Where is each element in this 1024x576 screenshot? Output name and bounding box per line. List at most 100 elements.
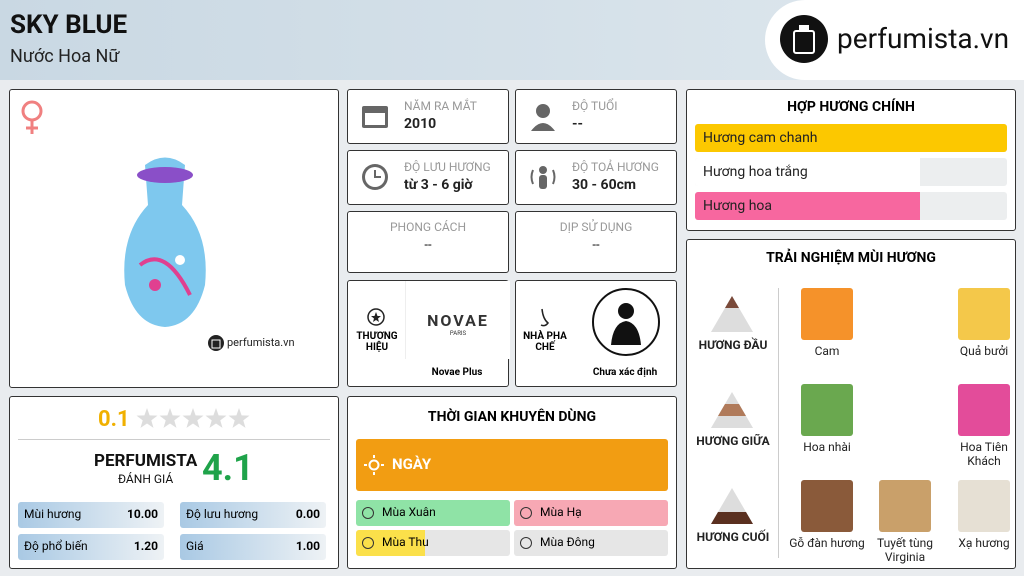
- info-label: ĐỘ LƯU HƯƠNG: [404, 160, 491, 174]
- female-icon: [21, 100, 43, 134]
- stat-box: Độ phổ biến 1.20: [18, 534, 164, 560]
- day-label: NGÀY: [392, 455, 432, 473]
- note-image: [958, 288, 1010, 340]
- star: [228, 408, 250, 428]
- stat-value: 0.00: [295, 507, 320, 521]
- info-box: ĐỘ TUỔI --: [515, 89, 677, 144]
- stat-label: Giá: [186, 539, 204, 553]
- icon: [362, 164, 388, 190]
- note-image: [801, 480, 853, 532]
- logo-icon: [780, 15, 828, 63]
- brand-label: THƯƠNG HIỆU: [356, 331, 398, 353]
- icon: [530, 166, 556, 189]
- info-icon: [528, 101, 560, 137]
- user-score: 0.1: [98, 407, 130, 432]
- season-row[interactable]: Mùa Xuân: [356, 500, 510, 526]
- stat-value: 10.00: [126, 507, 158, 521]
- note-name: Gỗ đàn hương: [789, 536, 865, 550]
- accords-panel: HỢP HƯƠNG CHÍNH Hương cam chanh Hương hoa…: [686, 89, 1016, 231]
- notes-title: TRẢI NGHIỆM MÙI HƯƠNG: [766, 250, 936, 266]
- info-label: NĂM RA MẮT: [404, 99, 477, 113]
- accord-name: Hương cam chanh: [703, 130, 818, 146]
- stat-box: Mùi hương 10.00: [18, 502, 164, 528]
- accords-title: HỢP HƯƠNG CHÍNH: [787, 99, 915, 115]
- accord-bar: [695, 192, 920, 220]
- stat-label: Độ lưu hương: [186, 507, 259, 521]
- season-row[interactable]: Mùa Đông: [514, 530, 668, 556]
- star-icon: [367, 308, 385, 326]
- score-sublabel: ĐÁNH GIÁ: [118, 472, 174, 486]
- info-value: 2010: [404, 116, 437, 132]
- info-icon: [528, 162, 560, 198]
- info-value: --: [424, 238, 432, 253]
- tier-label: HƯƠNG ĐẦU: [698, 338, 768, 352]
- accord-row: Hương cam chanh: [695, 124, 1007, 152]
- day-bar: [356, 439, 668, 491]
- note-name: Hoa nhài: [803, 440, 851, 454]
- info-label: ĐỘ TOẢ HƯƠNG: [572, 160, 659, 174]
- stars: [136, 408, 250, 428]
- icon: [531, 104, 555, 131]
- info-box: DỊP SỬ DỤNG --: [515, 211, 677, 273]
- stat-label: Độ phổ biến: [24, 539, 88, 553]
- pyramid-icon: [709, 486, 755, 530]
- notes-panel: TRẢI NGHIỆM MÙI HƯƠNG HƯƠNG ĐẦU Cam Quả bư…: [686, 239, 1016, 569]
- season-label: Mùa Xuân: [382, 505, 436, 519]
- brand-name: Novae Plus: [431, 367, 483, 378]
- tier-label: HƯƠNG CUỐI: [696, 530, 770, 544]
- brand-box[interactable]: THƯƠNG HIỆU NOVAE PARIS Novae Plus: [347, 280, 510, 387]
- header: SKY BLUE Nước Hoa Nữ perfumista.vn: [0, 0, 1024, 80]
- day-row[interactable]: NGÀY: [356, 439, 668, 491]
- info-box: ĐỘ LƯU HƯƠNG từ 3 - 6 giờ: [347, 150, 509, 205]
- bottle-image: [124, 157, 206, 327]
- note-name: Xạ hương: [958, 536, 1010, 550]
- logo-text: NOVAE: [427, 311, 489, 330]
- divider: [18, 439, 330, 440]
- stat-value: 1.20: [133, 539, 158, 553]
- info-icon: [360, 101, 392, 137]
- score-label: PERFUMISTA: [94, 451, 198, 471]
- season-label: Mùa Đông: [540, 535, 595, 549]
- accord-name: Hương hoa: [703, 198, 773, 214]
- perfumer-name: Chưa xác định: [592, 367, 658, 378]
- info-value: từ 3 - 6 giờ: [404, 177, 473, 193]
- star: [136, 408, 158, 428]
- pyramid: [711, 488, 753, 524]
- title: SKY BLUE: [10, 10, 128, 40]
- note-name: Quả bưởi: [959, 344, 1009, 358]
- logo-box[interactable]: perfumista.vn: [765, 0, 1024, 80]
- info-label: ĐỘ TUỔI: [572, 99, 618, 113]
- logo-sub: PARIS: [449, 330, 467, 337]
- note-image: [879, 480, 931, 532]
- pyramid-icon: [709, 294, 755, 338]
- star: [205, 408, 227, 428]
- usage-title: THỜI GIAN KHUYÊN DÙNG: [427, 409, 597, 425]
- season-row[interactable]: Mùa Thu: [356, 530, 510, 556]
- season-label: Mùa Thu: [382, 535, 429, 549]
- stat-box: Giá 1.00: [180, 534, 326, 560]
- info-value: --: [592, 238, 600, 253]
- note-image: [801, 288, 853, 340]
- star: [159, 408, 181, 428]
- info-icon: [360, 162, 392, 198]
- star: [182, 408, 204, 428]
- pyramid: [711, 392, 753, 428]
- nose-icon: [540, 308, 550, 327]
- perfumer-box[interactable]: NHÀ PHA CHẾ Chưa xác định: [515, 280, 677, 387]
- season-icon: [520, 537, 532, 549]
- accord-bar: [695, 158, 920, 186]
- season-bar: [356, 500, 510, 526]
- season-row[interactable]: Mùa Hạ: [514, 500, 668, 526]
- info-label: DỊP SỬ DỤNG: [559, 220, 633, 234]
- season-icon: [520, 507, 532, 519]
- stat-label: Mùi hương: [24, 507, 82, 521]
- note-name: Cam: [814, 344, 840, 358]
- season-label: Mùa Hạ: [540, 505, 582, 519]
- perfumer-image: [592, 288, 660, 356]
- info-box: PHONG CÁCH --: [347, 211, 509, 273]
- sun-icon: [364, 455, 384, 475]
- info-value: --: [572, 116, 584, 132]
- perfumer-label: NHÀ PHA CHẾ: [523, 331, 567, 353]
- info-label: PHONG CÁCH: [389, 220, 467, 234]
